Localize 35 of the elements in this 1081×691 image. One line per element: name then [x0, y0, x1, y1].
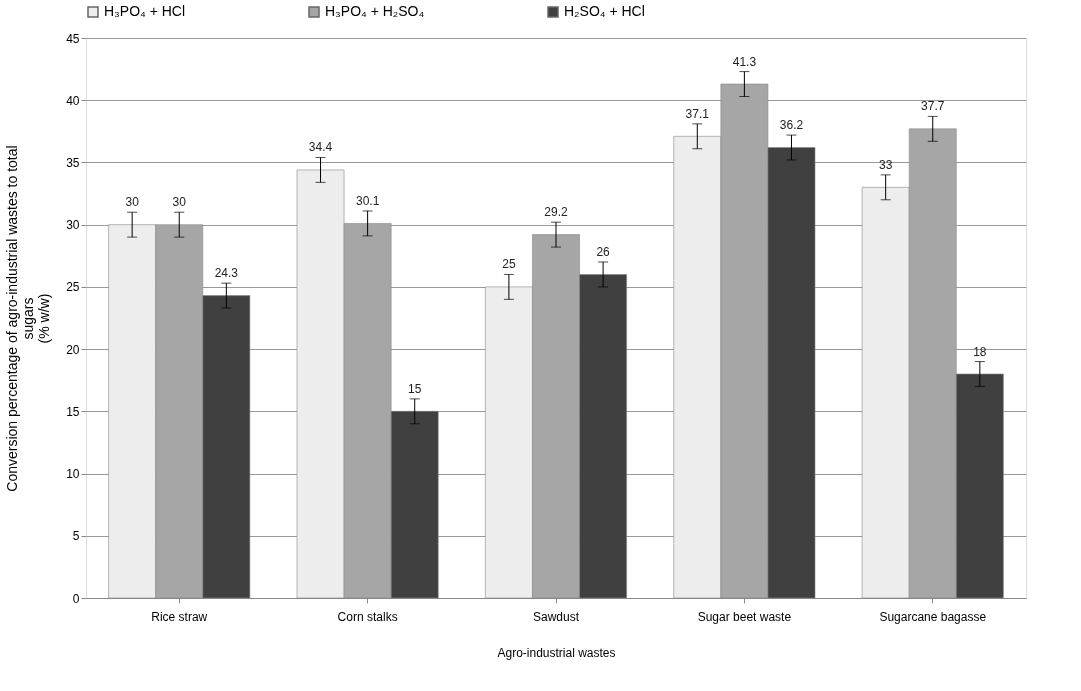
- x-tick-label: Sawdust: [532, 609, 580, 624]
- y-tick-label: 15: [66, 404, 80, 419]
- x-tick-label: Sugarcane bagasse: [879, 609, 987, 624]
- y-axis-title: Conversion percentage of agro-industrial wastes to total sugars (% w/w): [4, 145, 53, 492]
- x-tick-label: Sugar beet waste: [697, 609, 792, 624]
- y-tick-label: 30: [66, 218, 80, 233]
- legend-label: H₃PO₄ + HCl: [104, 3, 186, 19]
- data-label: 30: [172, 195, 187, 210]
- y-tick-label: 5: [72, 529, 80, 544]
- data-label: 34.4: [308, 140, 333, 155]
- data-label: 36.2: [779, 118, 804, 133]
- x-tick-label: Corn stalks: [337, 609, 398, 624]
- y-tick-label: 40: [66, 93, 80, 108]
- data-label: 37.7: [921, 99, 945, 114]
- y-tick-label: 45: [66, 31, 80, 46]
- data-label: 18: [973, 344, 987, 359]
- y-tick-label: 35: [66, 155, 80, 170]
- x-tick-label: Rice straw: [151, 609, 208, 624]
- y-tick-label: 25: [66, 280, 80, 295]
- data-label: 29.2: [544, 205, 568, 220]
- data-label: 33: [878, 157, 893, 172]
- x-axis-title: Agro-industrial wastes: [497, 645, 616, 660]
- legend-label: H₃PO₄ + H₂SO₄: [325, 3, 425, 19]
- y-tick-label: 20: [66, 342, 80, 357]
- data-label: 15: [408, 381, 422, 396]
- data-label: 41.3: [732, 54, 757, 69]
- data-label: 24.3: [214, 266, 239, 281]
- data-label: 37.1: [685, 106, 710, 121]
- data-label: 26: [596, 245, 611, 259]
- y-tick-label: 10: [66, 467, 80, 482]
- data-label: 30: [125, 195, 140, 210]
- y-tick-label: 0: [72, 591, 80, 606]
- data-label: 30.1: [355, 193, 380, 208]
- data-label: 25: [502, 257, 516, 272]
- legend-label: H₂SO₄ + HCl: [564, 3, 645, 19]
